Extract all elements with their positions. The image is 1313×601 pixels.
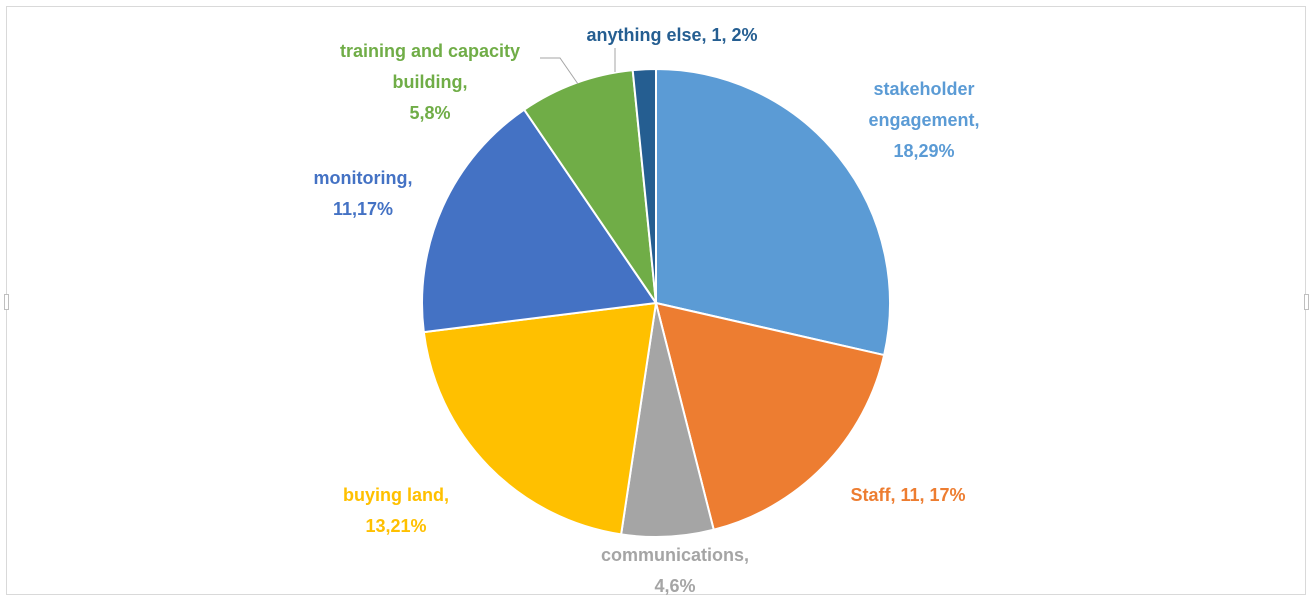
pie-slice-monitoring[interactable] <box>421 108 658 334</box>
data-label-line: monitoring, <box>314 168 413 188</box>
data-label-line: stakeholder <box>873 79 974 99</box>
pie-slice-stakeholder-engagement[interactable] <box>655 67 891 357</box>
data-label-training-and-capacity-building: training and capacity building, 5,8% <box>340 41 520 123</box>
data-label-line: 11,17% <box>333 199 393 219</box>
data-label-line: anything else, 1, 2% <box>586 25 757 45</box>
data-label-line: communications, <box>601 545 749 565</box>
pie-slice-buying-land[interactable] <box>422 301 658 536</box>
data-label-line: buying land, <box>343 485 449 505</box>
resize-handle-right[interactable] <box>1304 294 1309 310</box>
data-labels: stakeholder engagement, 18,29% Staff, 11, 1… <box>314 25 980 596</box>
data-label-line: training and capacity <box>340 41 520 61</box>
leader-line <box>540 57 579 85</box>
data-label-line: engagement, <box>868 110 979 130</box>
data-label-stakeholder-engagement: stakeholder engagement, 18,29% <box>868 79 979 161</box>
data-label-buying-land: buying land, 13,21% <box>343 485 449 536</box>
data-label-line: 18,29% <box>893 141 954 161</box>
data-label-line: 4,6% <box>654 576 695 596</box>
pie-slice-training-and-capacity-building[interactable] <box>522 69 657 304</box>
pie-slice-staff[interactable] <box>654 301 886 531</box>
data-label-line: 13,21% <box>365 516 426 536</box>
leader-lines <box>540 48 616 85</box>
data-label-anything-else: anything else, 1, 2% <box>586 25 757 45</box>
pie-slices <box>421 67 891 539</box>
data-label-monitoring: monitoring, 11,17% <box>314 168 413 219</box>
data-label-line: Staff, 11, 17% <box>850 485 965 505</box>
data-label-line: building, <box>393 72 468 92</box>
data-label-line: 5,8% <box>409 103 450 123</box>
data-label-staff: Staff, 11, 17% <box>850 485 965 505</box>
data-label-communications: communications, 4,6% <box>601 545 749 596</box>
pie-slice-anything-else[interactable] <box>631 67 657 304</box>
resize-handle-left[interactable] <box>4 294 9 310</box>
